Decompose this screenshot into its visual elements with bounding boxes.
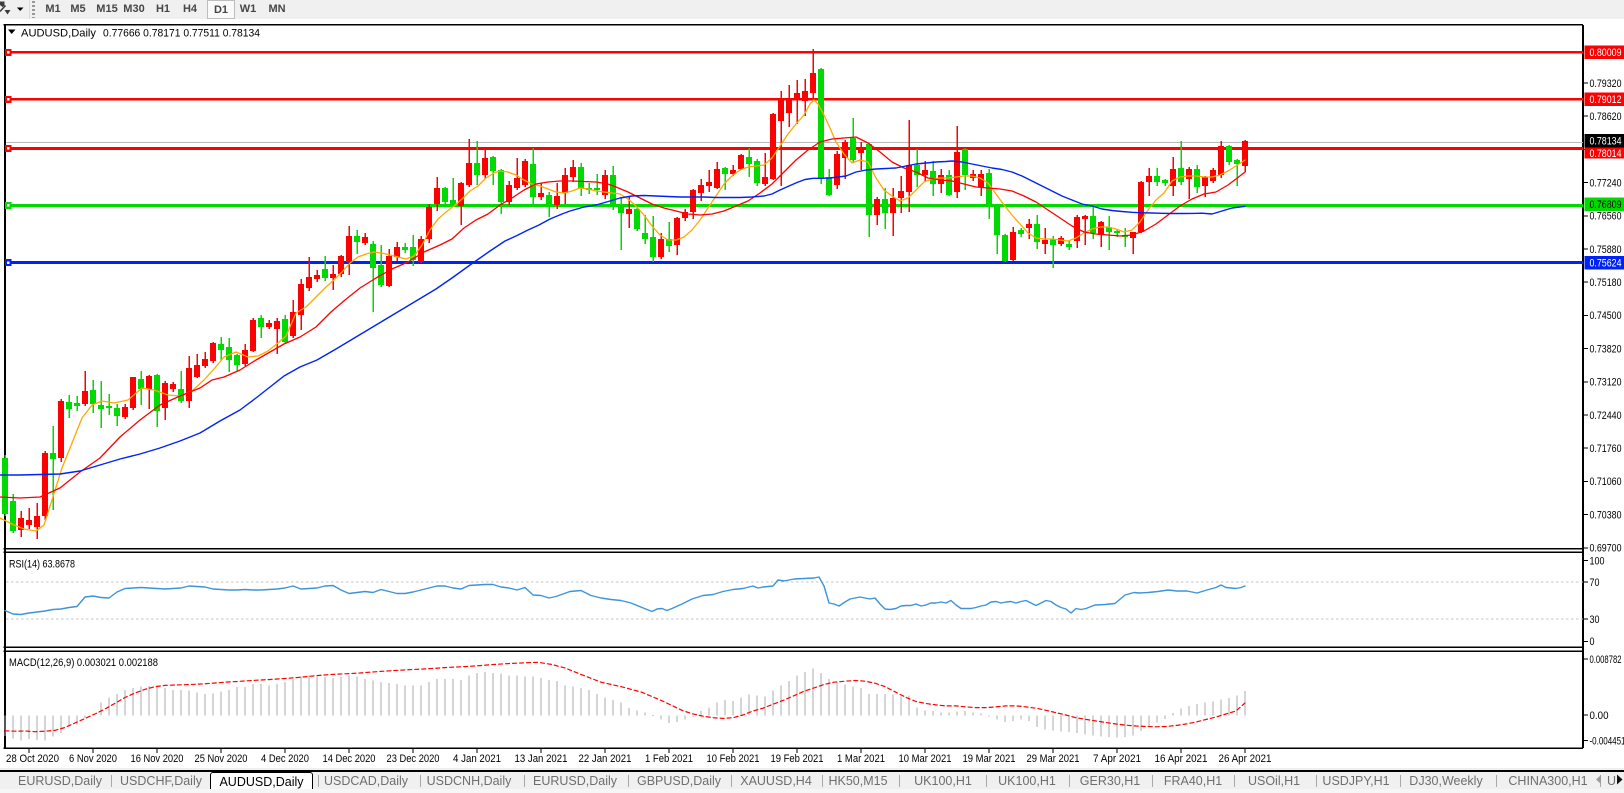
svg-text:0.80009: 0.80009 [1590, 47, 1622, 59]
svg-text:0.69700: 0.69700 [1590, 543, 1622, 555]
svg-text:100: 100 [1590, 555, 1605, 567]
svg-text:10 Mar 2021: 10 Mar 2021 [899, 753, 952, 765]
svg-text:16 Nov 2020: 16 Nov 2020 [131, 753, 184, 765]
svg-text:0.00: 0.00 [1590, 710, 1609, 722]
svg-text:0.76809: 0.76809 [1590, 199, 1622, 211]
svg-text:RSI(14) 63.8678: RSI(14) 63.8678 [9, 558, 75, 570]
svg-text:10 Feb 2021: 10 Feb 2021 [707, 753, 760, 765]
svg-text:0.78620: 0.78620 [1590, 111, 1622, 123]
svg-text:0.73820: 0.73820 [1590, 343, 1622, 355]
svg-text:19 Mar 2021: 19 Mar 2021 [963, 753, 1016, 765]
svg-text:-0.004451: -0.004451 [1590, 735, 1624, 747]
svg-text:13 Jan 2021: 13 Jan 2021 [515, 753, 568, 765]
svg-text:14 Dec 2020: 14 Dec 2020 [323, 753, 376, 765]
svg-text:0.75180: 0.75180 [1590, 277, 1622, 289]
svg-text:4 Dec 2020: 4 Dec 2020 [261, 753, 309, 765]
svg-text:0.74500: 0.74500 [1590, 310, 1622, 322]
svg-text:MACD(12,26,9) 0.003021 0.00218: MACD(12,26,9) 0.003021 0.002188 [9, 657, 158, 669]
svg-text:0.77240: 0.77240 [1590, 177, 1622, 189]
svg-text:0.78134: 0.78134 [1590, 136, 1622, 148]
svg-text:28 Oct 2020: 28 Oct 2020 [6, 753, 59, 765]
svg-text:0.76560: 0.76560 [1590, 211, 1622, 223]
svg-text:0.70380: 0.70380 [1590, 509, 1622, 521]
svg-text:22 Jan 2021: 22 Jan 2021 [579, 753, 632, 765]
svg-text:29 Mar 2021: 29 Mar 2021 [1027, 753, 1080, 765]
svg-text:0.79320: 0.79320 [1590, 78, 1622, 90]
svg-text:0: 0 [1590, 636, 1595, 648]
svg-text:0.75880: 0.75880 [1590, 244, 1622, 256]
svg-text:6 Nov 2020: 6 Nov 2020 [69, 753, 117, 765]
svg-text:0.71060: 0.71060 [1590, 476, 1622, 488]
svg-text:0.75624: 0.75624 [1590, 258, 1622, 270]
svg-text:4 Jan 2021: 4 Jan 2021 [453, 753, 501, 765]
svg-text:0.78014: 0.78014 [1590, 148, 1622, 160]
svg-text:25 Nov 2020: 25 Nov 2020 [195, 753, 248, 765]
svg-text:0.73120: 0.73120 [1590, 377, 1622, 389]
svg-text:0.77666 0.78171 0.77511 0.7813: 0.77666 0.78171 0.77511 0.78134 [103, 28, 260, 40]
svg-text:30: 30 [1590, 614, 1600, 626]
svg-text:AUDUSD,Daily: AUDUSD,Daily [21, 28, 96, 40]
svg-text:26 Apr 2021: 26 Apr 2021 [1219, 753, 1272, 765]
svg-text:1 Mar 2021: 1 Mar 2021 [837, 753, 885, 765]
svg-text:0.79012: 0.79012 [1590, 94, 1622, 106]
svg-text:7 Apr 2021: 7 Apr 2021 [1093, 753, 1141, 765]
svg-text:23 Dec 2020: 23 Dec 2020 [387, 753, 440, 765]
svg-text:0.72440: 0.72440 [1590, 410, 1622, 422]
svg-text:1 Feb 2021: 1 Feb 2021 [645, 753, 693, 765]
svg-text:70: 70 [1590, 577, 1600, 589]
svg-text:0.71760: 0.71760 [1590, 443, 1622, 455]
svg-text:0.008782: 0.008782 [1590, 654, 1622, 666]
svg-text:16 Apr 2021: 16 Apr 2021 [1155, 753, 1208, 765]
svg-text:19 Feb 2021: 19 Feb 2021 [771, 753, 824, 765]
